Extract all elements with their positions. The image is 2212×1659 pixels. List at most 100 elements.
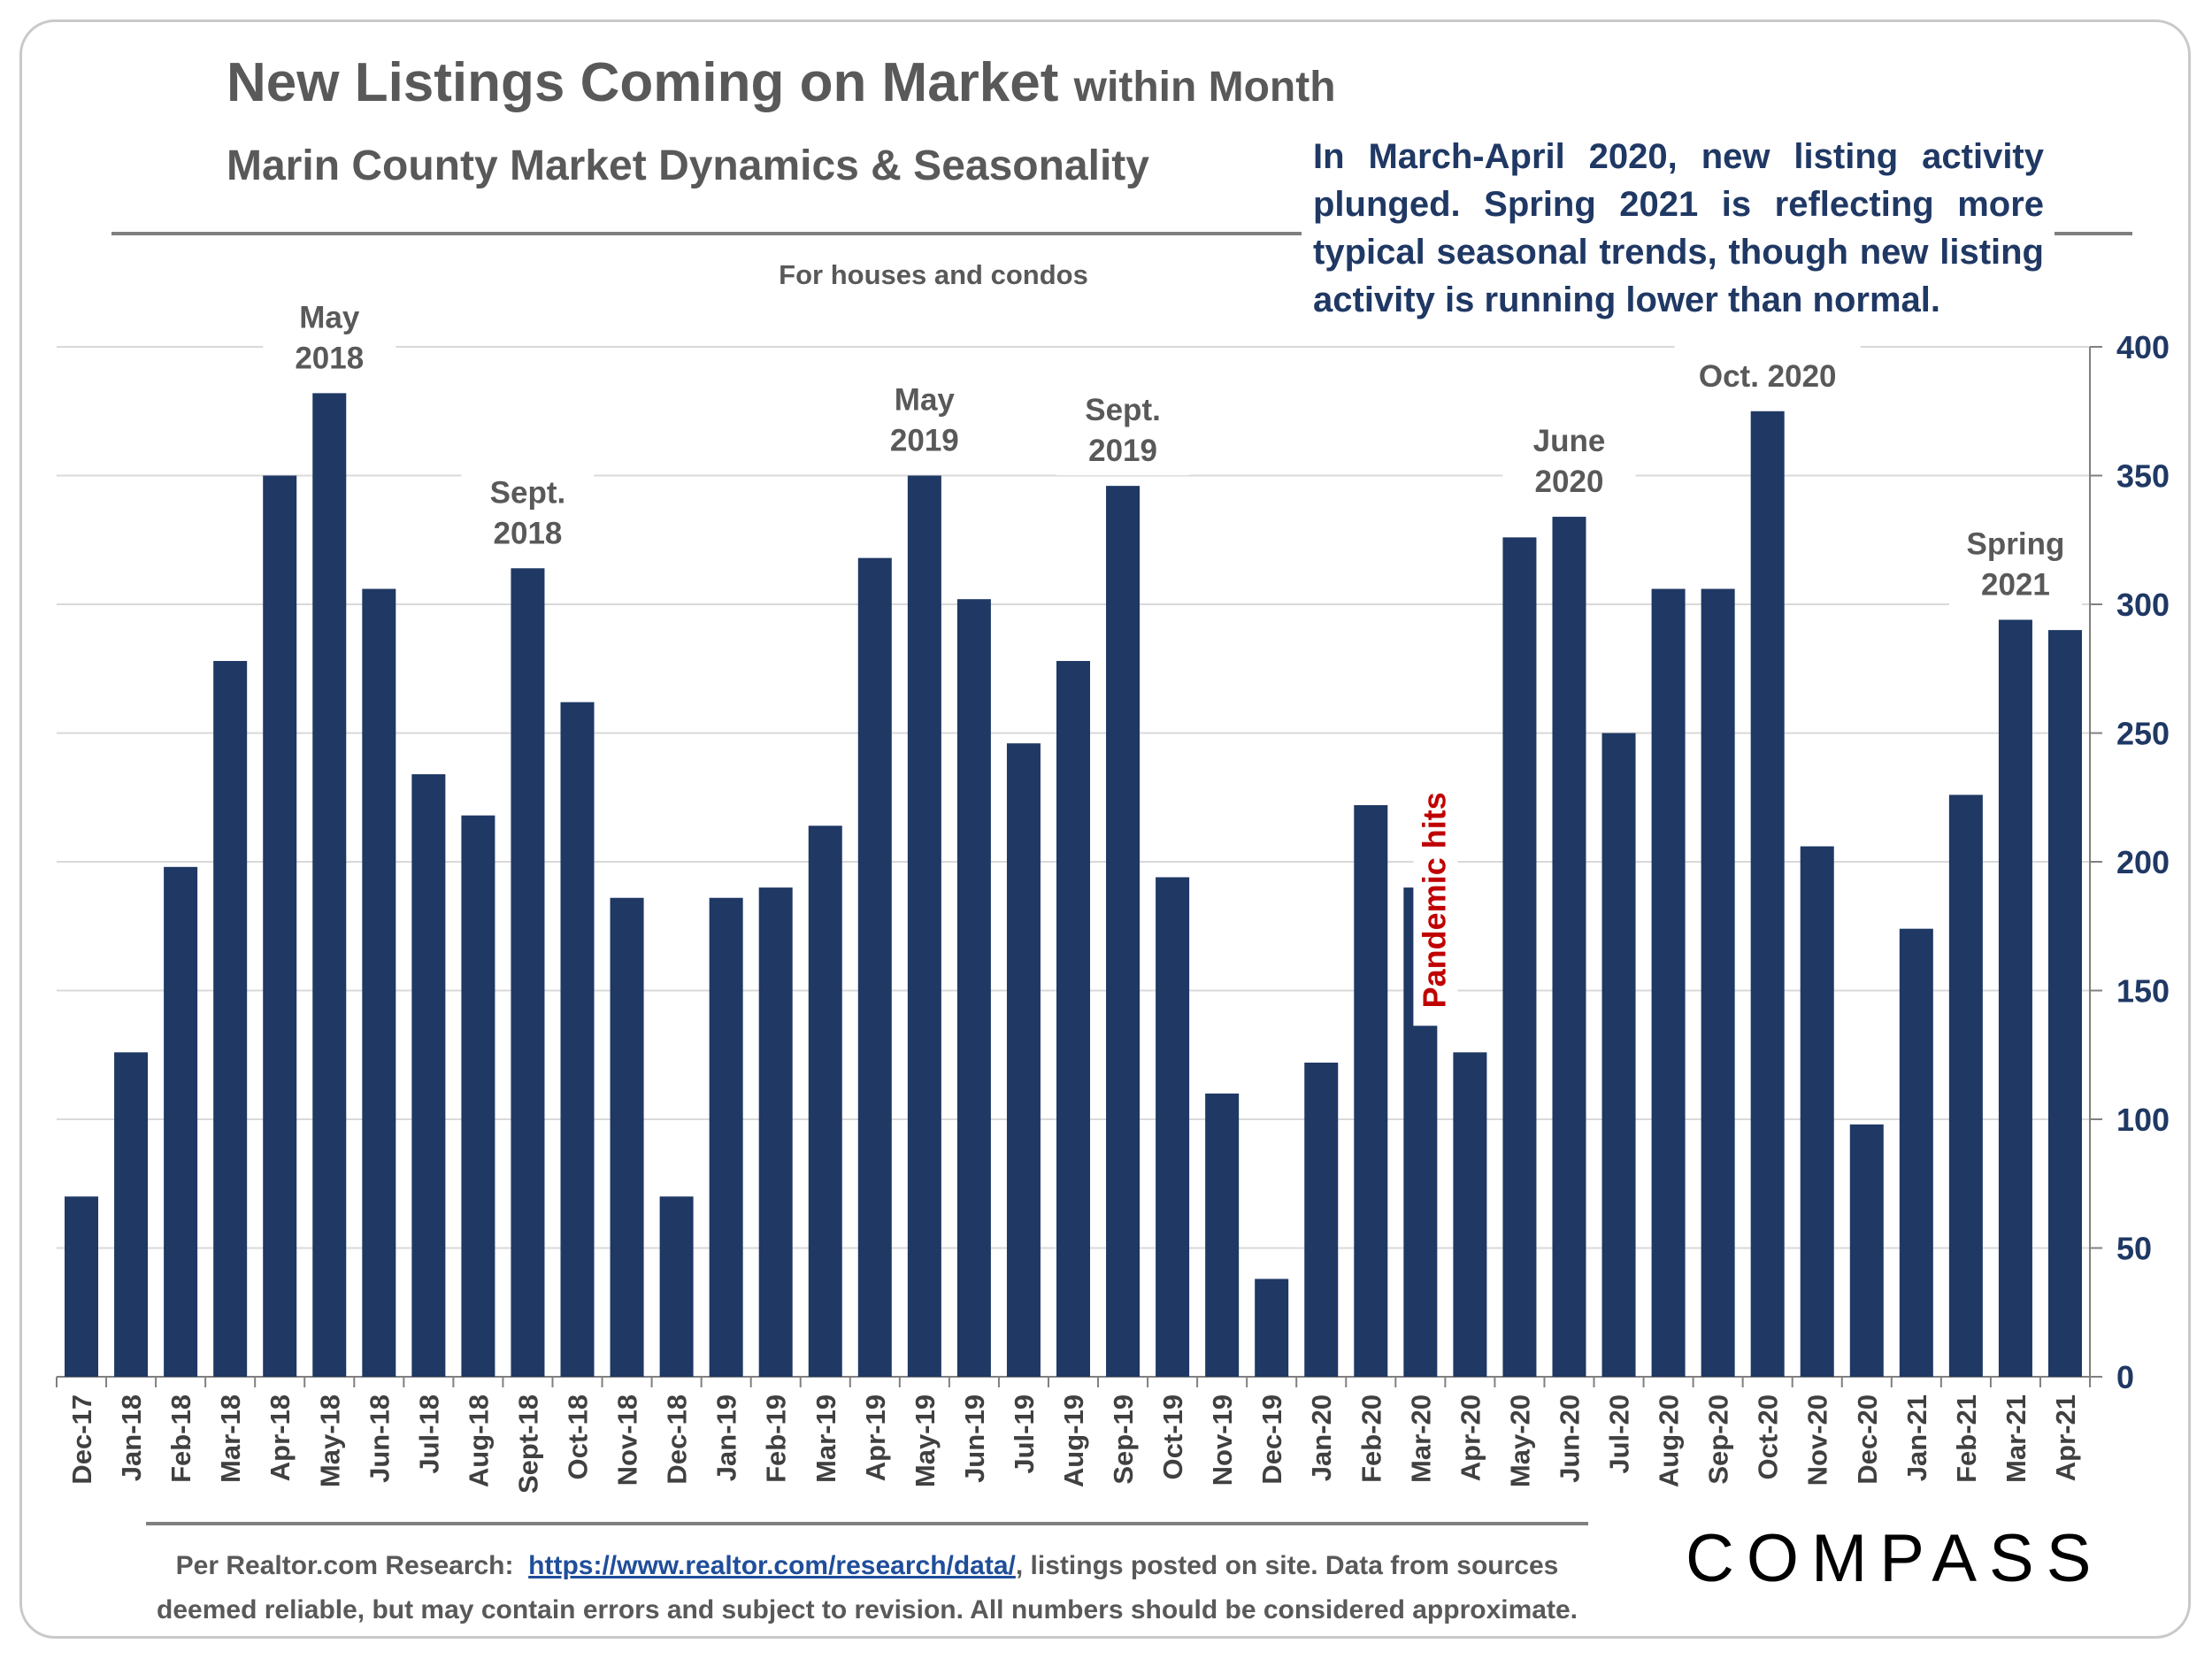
- annotation-box: [857, 369, 991, 465]
- peak-annotation: 2020: [1535, 465, 1604, 499]
- x-tick-label: Jul-18: [413, 1394, 444, 1474]
- x-tick-label: Oct-20: [1753, 1394, 1784, 1479]
- x-tick-label: Aug-18: [463, 1394, 494, 1487]
- x-tick-label: Nov-19: [1207, 1394, 1238, 1486]
- bar: [1552, 517, 1586, 1377]
- y-tick-label: 350: [2116, 458, 2170, 495]
- x-tick-label: Apr-20: [1455, 1394, 1486, 1481]
- x-tick-label: Dec-18: [662, 1394, 693, 1485]
- x-tick-label: Apr-19: [860, 1394, 891, 1481]
- bar: [1849, 1124, 1884, 1377]
- peak-annotation: 2018: [494, 516, 563, 550]
- x-tick-label: Nov-18: [612, 1394, 643, 1486]
- x-tick-label: Jan-19: [711, 1394, 742, 1481]
- footer-suffix: , listings posted on site. Data from sou…: [1015, 1551, 1559, 1580]
- source-link[interactable]: https://www.realtor.com/research/data/: [528, 1551, 1016, 1580]
- x-tick-label: Jul-20: [1604, 1394, 1635, 1474]
- footer-prefix: Per Realtor.com Research:: [175, 1551, 514, 1580]
- callout-text: In March-April 2020, new listing activit…: [1302, 133, 2055, 324]
- title-divider: [111, 232, 1302, 235]
- bar: [956, 599, 991, 1377]
- x-tick-label: Sep-19: [1108, 1394, 1139, 1485]
- x-tick-label: Jun-20: [1554, 1394, 1585, 1483]
- footer-line-1: Per Realtor.com Research: https://www.re…: [146, 1544, 1588, 1588]
- y-tick-label: 200: [2116, 844, 2170, 880]
- bar: [857, 557, 892, 1377]
- x-tick-label: Aug-19: [1058, 1394, 1089, 1487]
- bar: [312, 393, 347, 1377]
- bar: [610, 897, 644, 1377]
- x-tick-label: Feb-20: [1356, 1394, 1386, 1483]
- title-suffix: within Month: [1073, 64, 1336, 111]
- y-tick-label: 150: [2116, 973, 2170, 1010]
- peak-annotation: June: [1533, 424, 1606, 458]
- peak-annotation: Spring: [1967, 526, 2065, 561]
- x-tick-label: Sept-18: [512, 1394, 543, 1494]
- chart-subtitle: Marin County Market Dynamics & Seasonali…: [227, 142, 1149, 189]
- peak-annotation: 2018: [295, 341, 364, 375]
- annotation-box: [1674, 345, 1861, 401]
- x-tick-label: Jun-18: [364, 1394, 395, 1483]
- peak-annotation: May: [299, 300, 360, 334]
- x-tick-label: Nov-20: [1802, 1394, 1833, 1486]
- x-tick-label: May-18: [314, 1394, 345, 1487]
- bar: [164, 866, 198, 1377]
- title-main: New Listings Coming on Market: [227, 52, 1059, 113]
- y-tick-label: 50: [2116, 1231, 2152, 1267]
- bar: [1205, 1093, 1240, 1377]
- x-tick-label: Oct-18: [563, 1394, 594, 1479]
- x-tick-label: May-20: [1504, 1394, 1535, 1487]
- bar: [1304, 1062, 1339, 1377]
- x-tick-label: Jan-21: [1901, 1394, 1932, 1481]
- title-divider-right: [2055, 232, 2132, 235]
- pandemic-label: Pandemic hits: [1416, 792, 1452, 1008]
- compass-logo: COMPASS: [1686, 1521, 2104, 1596]
- bar: [709, 897, 743, 1377]
- annotation-box: [263, 287, 396, 383]
- bar: [659, 1196, 694, 1377]
- bar: [1453, 1052, 1487, 1377]
- pandemic-label-box: [1413, 769, 1458, 1026]
- peak-annotation: Oct. 2020: [1699, 359, 1837, 394]
- annotation-box: [461, 462, 595, 558]
- bar: [1106, 486, 1141, 1377]
- footer-divider: [146, 1522, 1588, 1525]
- footer-line-2: deemed reliable, but may contain errors …: [157, 1595, 1578, 1624]
- x-tick-label: Feb-18: [165, 1394, 196, 1483]
- bar: [560, 702, 595, 1377]
- bar: [1800, 846, 1834, 1377]
- bar: [1701, 588, 1735, 1377]
- bar: [65, 1196, 99, 1377]
- bar: [263, 475, 297, 1377]
- annotation-box: [1502, 411, 1636, 507]
- peak-annotation: May: [895, 383, 956, 418]
- bar: [1056, 661, 1090, 1377]
- x-tick-label: Jul-19: [1009, 1394, 1040, 1474]
- y-tick-label: 0: [2116, 1359, 2134, 1395]
- x-tick-label: Aug-20: [1654, 1394, 1685, 1487]
- x-tick-label: Dec-19: [1256, 1394, 1287, 1485]
- x-tick-label: Mar-18: [215, 1394, 246, 1483]
- bar: [1998, 619, 2032, 1377]
- y-tick-label: 250: [2116, 716, 2170, 752]
- peak-annotation: 2021: [1981, 567, 2050, 602]
- x-tick-label: Jun-19: [959, 1394, 990, 1483]
- x-tick-label: May-19: [910, 1394, 941, 1487]
- bar: [411, 774, 446, 1377]
- bar: [114, 1052, 149, 1377]
- x-tick-label: Jan-18: [116, 1394, 147, 1481]
- bar: [1255, 1279, 1289, 1377]
- bar: [758, 887, 793, 1377]
- x-tick-label: Oct-19: [1157, 1394, 1188, 1479]
- x-tick-label: Mar-21: [2001, 1394, 2032, 1483]
- chart-title: New Listings Coming on Market within Mon…: [227, 51, 1336, 114]
- chart-frame: [19, 19, 2191, 1639]
- annotation-box: [1056, 380, 1190, 476]
- chart-note: For houses and condos: [779, 259, 1088, 290]
- x-tick-label: Sep-20: [1703, 1394, 1734, 1485]
- bar: [213, 661, 248, 1377]
- x-tick-label: Jan-20: [1306, 1394, 1337, 1481]
- bar: [362, 588, 396, 1377]
- x-tick-label: Mar-19: [810, 1394, 841, 1483]
